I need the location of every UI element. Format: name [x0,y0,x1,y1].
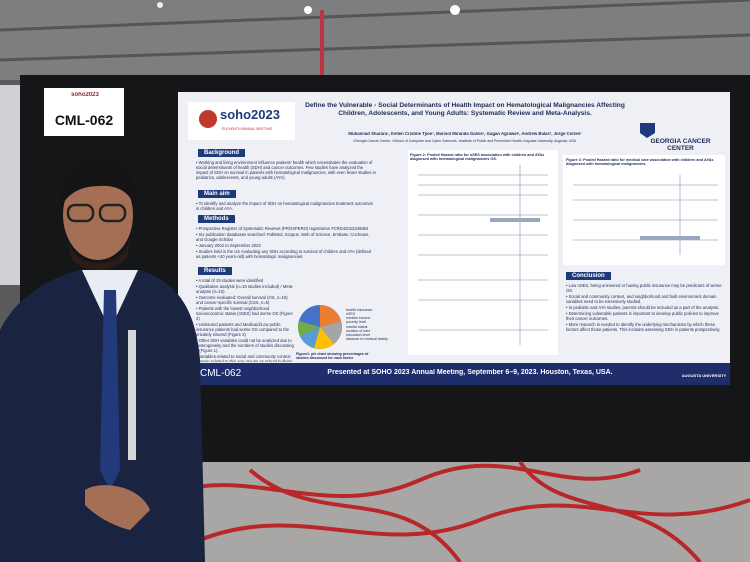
figure-3-panel [563,155,725,265]
carpet-pattern [179,460,750,562]
bullet-text: Working and living environment influence… [196,160,376,180]
legend-entry: median income [346,316,371,321]
poster-logo: soho2023 [220,108,280,122]
logo-mark [199,110,217,128]
bullet-text: Determining vulnerable patients is impor… [566,311,724,321]
bullet-text: Low nSES, being uninsured or having publ… [566,283,724,293]
poster-logo-tagline: ELEVENTH ANNUAL MEETING [222,127,273,131]
bullet-text: Other SDH variables could not be analyze… [196,338,294,353]
ceiling-beam [0,0,750,62]
bullet-text: Uninsured patients and Medicaid/Low publ… [196,322,294,337]
institution: GEORGIA CANCER CENTER [650,138,711,153]
hands [85,485,150,530]
sign-code: CML-062 [54,112,114,128]
figure-2-panel [408,150,558,355]
lanyard-badge [128,330,136,460]
section-heading: Conclusion [566,272,611,280]
section-list: Prospective Register of Systematic Revie… [196,226,376,264]
sign-logo: soho2023 [71,92,99,98]
bullet-text: More research is needed to identify the … [566,322,724,332]
figure-caption: Figure 3: Pooled Hazard ratio for medica… [566,158,714,167]
figure-caption: Figure 2: Pooled Hazard ratio for nSES a… [410,153,545,162]
figure-caption: Figure1: pie chart showing percentages o… [296,352,369,361]
glasses [66,203,95,223]
footer-code: CML-062 [200,368,242,379]
beard [68,240,130,270]
ceiling-light [450,5,460,15]
legend-entry: education level [346,332,370,337]
footer-text: Presented at SOHO 2023 Annual Meeting, S… [327,369,613,376]
poster-title: Define the Vulnerable - Social Determina… [305,102,625,117]
bullet-text: Variables related to social and communit… [196,354,294,362]
gcc-shield [640,123,655,138]
ceiling-light [304,6,312,14]
bullet-text: Qualitative analysis (n=19 studies inclu… [196,284,294,294]
bullet-text: A total of 19 studies were identified [196,278,294,283]
poster-authors: Muhannad Sharara¹, Kellen Cristine Tjioe… [348,132,582,136]
bullet-text: Patients with the lowest neighborhood so… [196,306,294,321]
section-heading: Background [198,149,246,157]
legend-entry: location of care [346,328,371,333]
pole [320,10,324,85]
legend-entry: poverty level [346,320,367,325]
bullet-text: Outcome evaluated: Overall survival (OS,… [196,295,294,305]
ceiling-light [157,2,163,8]
poster-footer [178,363,730,385]
glasses [98,203,127,223]
bullet-text: To identify and analyze the impact of SD… [196,201,376,211]
forest-diamond-band [490,218,540,222]
bullet-text: Social and community context, and neighb… [566,294,724,304]
section-list: Working and living environment influence… [196,160,376,188]
section-heading: Main aim [198,190,236,198]
bullet-text: Prospective Register of Systematic Revie… [196,226,376,231]
forest-plot-lines [418,165,718,345]
side-poster [0,85,20,285]
legend-entry: distance to medical facility [346,336,388,341]
bullet-text: Six publication databases searched: PubM… [196,232,376,242]
bullet-text: Studies held in the US evaluating any SD… [196,249,376,259]
hair [61,159,135,205]
section-list: A total of 19 studies were identifiedQua… [196,278,294,362]
poster-affiliations: ¹Georgia Cancer Center, ²School of Compu… [352,139,578,143]
bullet-text: In pediatric and AYA studies, parents sh… [566,305,724,310]
legend-entry: nSES [346,312,356,317]
footer-university: AUGUSTA UNIVERSITY [681,374,727,378]
legend-entry: health insurance [346,308,373,312]
section-list: To identify and analyze the impact of SD… [196,201,376,213]
face [63,170,133,260]
bullet-text: January 2002 to September 2022 [196,243,376,248]
pie-chart [298,305,342,349]
section-heading: Methods [198,215,235,223]
section-heading: Results [198,267,232,275]
forest-diamond-band [640,236,700,240]
sign-card [44,88,124,136]
legend-entry: marital status [346,324,368,329]
tie [100,290,120,490]
